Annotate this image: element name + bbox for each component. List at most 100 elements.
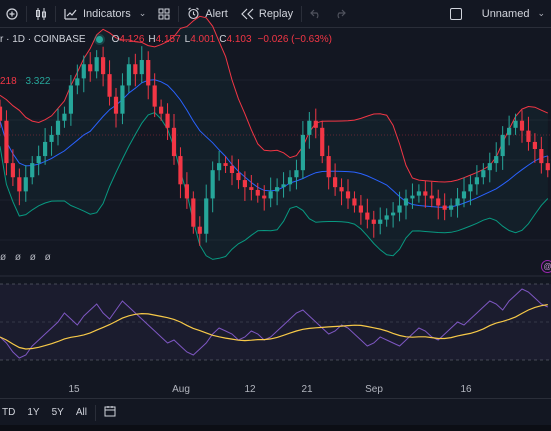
replay-button[interactable]: Replay	[234, 0, 299, 27]
candle	[352, 191, 357, 213]
alert-button[interactable]: Alert	[181, 0, 234, 27]
bollinger-upper-band	[0, 15, 549, 183]
indicator-badge-icon[interactable]: @	[541, 260, 551, 273]
candle-body	[68, 85, 73, 114]
candle-body	[36, 156, 41, 164]
candle	[133, 53, 138, 87]
candle-body	[197, 226, 202, 234]
candle-body	[468, 184, 473, 192]
candle-body	[126, 64, 131, 86]
candle-body	[120, 85, 125, 114]
candle	[10, 149, 15, 187]
candle-body	[339, 187, 344, 192]
candle	[55, 108, 61, 146]
candle	[507, 115, 512, 146]
calendar-icon	[104, 406, 116, 420]
candle	[68, 74, 73, 126]
candle-body	[88, 64, 93, 72]
candle-body	[519, 120, 525, 131]
candle-body	[300, 134, 305, 171]
grid-icon	[158, 8, 170, 20]
candle	[146, 51, 151, 100]
candle-body	[249, 187, 254, 190]
candle-body	[107, 74, 112, 97]
candle-body	[133, 64, 138, 75]
candle	[384, 208, 389, 227]
compare-symbol-button[interactable]	[0, 0, 24, 27]
range-all-button[interactable]: All	[75, 407, 87, 418]
range-5y-button[interactable]: 5Y	[51, 407, 64, 418]
close-key: C	[219, 33, 227, 45]
candle	[281, 172, 286, 198]
candle-body	[146, 60, 151, 86]
redo-button[interactable]	[328, 0, 352, 27]
candle	[429, 181, 434, 208]
candle-body	[313, 120, 318, 128]
candle-body	[294, 170, 299, 178]
candle	[0, 99, 3, 128]
candle	[139, 46, 144, 83]
candle-body	[223, 163, 228, 166]
date-range-button[interactable]	[98, 405, 122, 420]
toolbar-divider	[55, 5, 56, 22]
candle	[481, 163, 486, 185]
candle	[403, 189, 409, 220]
candle	[539, 136, 544, 174]
layout-name: Unnamed	[481, 7, 530, 20]
candle-body	[191, 198, 196, 227]
candle	[197, 216, 202, 246]
candle	[178, 147, 183, 199]
candle-body	[210, 170, 215, 199]
indicators-button[interactable]: Indicators ⌄	[58, 0, 152, 27]
candle-body	[262, 195, 267, 199]
candle	[320, 120, 325, 164]
candle-body	[94, 57, 99, 72]
price-chart[interactable]	[0, 0, 551, 378]
candle	[287, 170, 293, 192]
candle	[339, 178, 344, 206]
undo-icon	[310, 9, 322, 19]
time-axis-label: 12	[244, 384, 256, 395]
high-key: H	[148, 33, 156, 45]
undo-button[interactable]	[304, 0, 328, 27]
candle-body	[30, 163, 35, 178]
templates-button[interactable]	[152, 0, 176, 27]
window-bottom-strip	[0, 425, 551, 431]
candle-body	[255, 189, 260, 196]
candle	[217, 150, 222, 181]
candle	[345, 179, 351, 209]
candle-body	[159, 106, 164, 114]
redo-icon	[334, 9, 346, 19]
chart-type-button[interactable]	[29, 0, 53, 27]
candle	[500, 126, 505, 170]
candle	[526, 116, 531, 151]
candle-body	[545, 163, 550, 171]
candle	[397, 191, 402, 222]
candle-body	[268, 191, 273, 199]
candle-body	[397, 205, 402, 213]
candle-body	[474, 177, 479, 185]
plus-circle-icon	[6, 7, 18, 20]
bollinger-lower-band	[0, 112, 549, 260]
candle-body	[416, 191, 421, 196]
candle	[30, 156, 35, 185]
candle-body	[494, 156, 499, 164]
bollinger-legend[interactable]: 218 3.322	[0, 76, 57, 87]
layout-selector[interactable]: Unnamed ⌄	[444, 0, 551, 27]
candle	[171, 113, 177, 165]
candle	[474, 165, 479, 195]
alarm-clock-icon	[187, 7, 200, 20]
candle-body	[242, 180, 247, 188]
candle-body	[81, 64, 86, 79]
range-ytd-button[interactable]: TD	[2, 407, 16, 418]
range-1y-button[interactable]: 1Y	[27, 407, 40, 418]
candle-body	[43, 141, 48, 157]
symbol-legend[interactable]: r · 1D · COINBASE O 4.126 H 4.157 L 4.001 C…	[0, 31, 332, 47]
candle-body	[62, 113, 67, 121]
candle-body	[307, 120, 312, 135]
candle	[249, 174, 254, 201]
candle-body	[442, 205, 447, 210]
time-axis[interactable]: 15 Aug 12 21 Sep 16	[0, 378, 551, 398]
oscillator-legend[interactable]: ø ø ø ø	[0, 252, 54, 263]
candle	[268, 177, 273, 208]
